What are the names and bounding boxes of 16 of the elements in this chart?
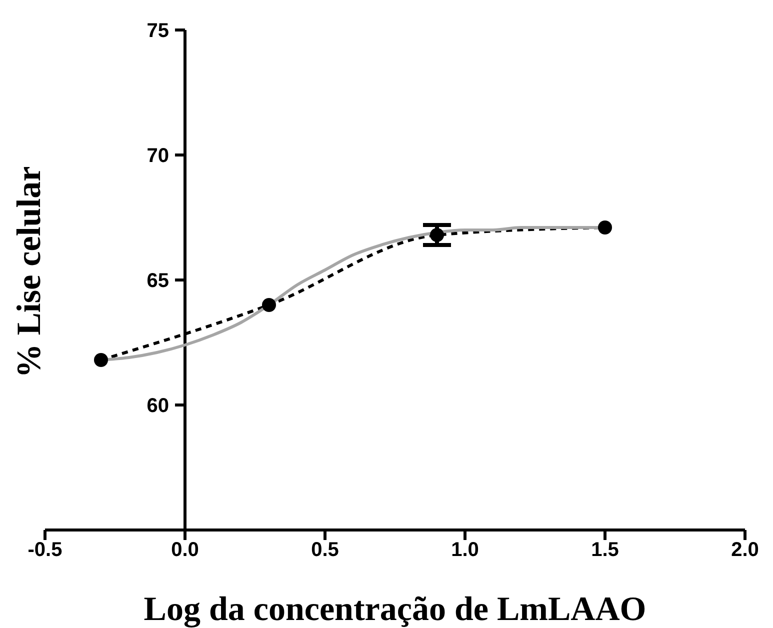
point bbox=[598, 220, 612, 234]
x-tick-label: 0.0 bbox=[171, 539, 199, 562]
x-axis-title: Log da concentração de LmLAAO bbox=[144, 591, 646, 628]
x-tick-label: 2.0 bbox=[731, 539, 759, 562]
point bbox=[430, 228, 444, 242]
x-tick-label: 0.5 bbox=[311, 539, 339, 562]
point bbox=[94, 353, 108, 367]
x-tick-label: 1.0 bbox=[451, 539, 479, 562]
point bbox=[262, 298, 276, 312]
x-tick-label: -0.5 bbox=[28, 539, 62, 562]
y-tick-label: 65 bbox=[146, 270, 169, 292]
y-axis-title: % Lise celular bbox=[11, 166, 49, 378]
x-tick-label: 1.5 bbox=[591, 539, 619, 562]
y-tick-label: 70 bbox=[146, 145, 169, 167]
y-tick-label: 75 bbox=[146, 20, 169, 42]
y-tick-label: 60 bbox=[146, 395, 169, 417]
